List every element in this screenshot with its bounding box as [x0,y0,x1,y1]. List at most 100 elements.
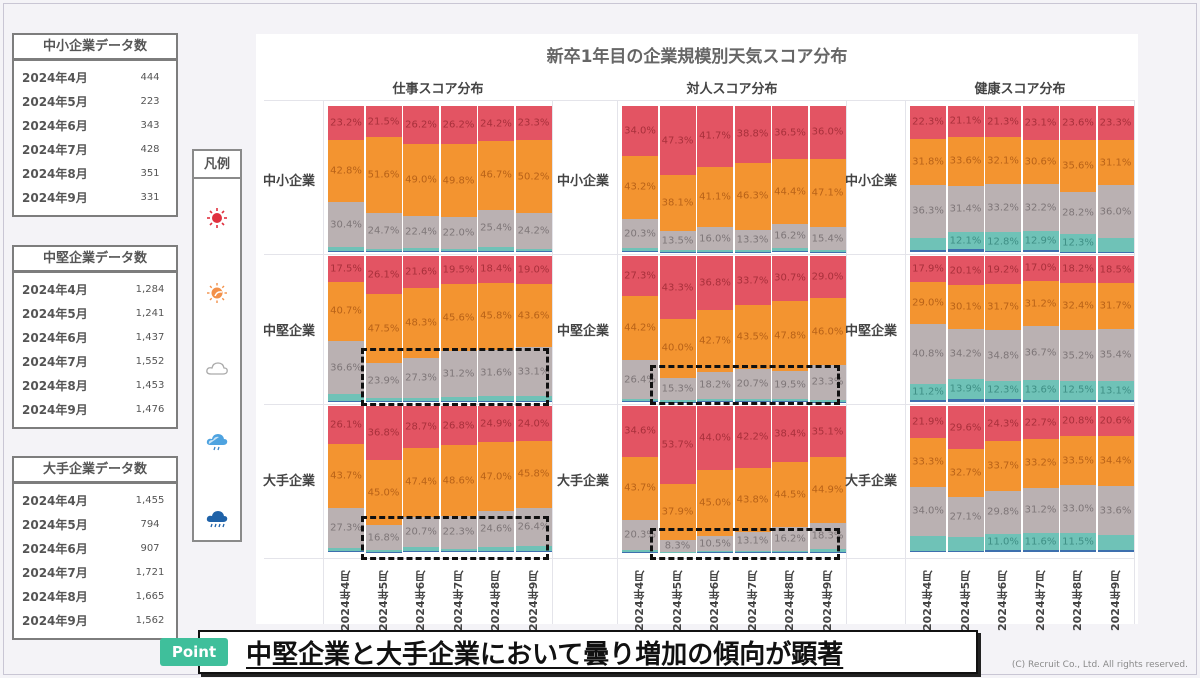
bar-segment[interactable]: 27.3% [403,358,439,398]
bar-segment[interactable] [734,398,771,402]
bar-segment[interactable]: 15.4% [809,227,846,250]
bar-segment[interactable] [659,399,696,402]
bar-segment[interactable]: 24.3% [985,406,1021,442]
bar-segment[interactable]: 30.6% [1022,139,1059,185]
stacked-bar[interactable]: 42.2% 43.8% 13.1% [734,406,771,552]
bar-segment[interactable]: 36.7% [1022,326,1059,380]
bar-segment[interactable] [947,399,984,402]
bar-segment[interactable] [985,550,1021,552]
bar-segment[interactable] [809,549,846,552]
bar-segment[interactable]: 22.7% [1022,406,1059,440]
bar-segment[interactable]: 28.2% [1060,192,1096,234]
bar-segment[interactable] [440,551,477,552]
bar-segment[interactable] [1022,399,1059,402]
bar-segment[interactable] [478,251,514,252]
bar-segment[interactable]: 38.1% [659,175,696,231]
bar-segment[interactable]: 17.0% [1022,256,1059,281]
stacked-bar[interactable]: 28.7% 47.4% 20.7% [403,406,439,552]
bar-segment[interactable]: 32.1% [985,137,1021,184]
stacked-bar[interactable]: 19.5% 45.6% 31.2% [440,256,477,402]
stacked-bar[interactable]: 38.8% 46.3% 13.3% [734,106,771,252]
stacked-bar[interactable]: 18.5% 31.7% 35.4% 13.1% [1097,256,1134,402]
stacked-bar[interactable]: 29.6% 32.7% 27.1% [947,406,984,552]
bar-segment[interactable] [440,548,477,552]
bar-segment[interactable]: 23.3% [515,106,552,141]
stacked-bar[interactable]: 21.5% 51.6% 24.7% [365,106,402,252]
stacked-bar[interactable]: 36.0% 47.1% 15.4% [809,106,846,252]
bar-segment[interactable]: 31.7% [985,284,1021,331]
bar-segment[interactable]: 17.5% [328,256,364,282]
bar-segment[interactable]: 47.1% [809,158,846,228]
bar-segment[interactable]: 44.4% [772,159,808,225]
bar-segment[interactable] [515,251,552,252]
bar-segment[interactable]: 34.8% [985,330,1021,382]
stacked-bar[interactable]: 33.7% 43.5% 20.7% [734,256,771,402]
bar-segment[interactable]: 36.8% [365,406,402,460]
bar-segment[interactable] [1097,237,1134,252]
bar-segment[interactable]: 31.2% [1022,487,1059,534]
bar-segment[interactable]: 24.2% [478,106,514,142]
bar-segment[interactable]: 30.4% [328,202,364,247]
stacked-bar[interactable]: 43.3% 40.0% 15.3% [659,256,696,402]
bar-segment[interactable]: 11.6% [1022,533,1059,551]
bar-segment[interactable] [515,546,552,552]
stacked-bar[interactable]: 26.1% 43.7% 27.3% [328,406,364,552]
bar-segment[interactable]: 23.1% [1022,106,1059,140]
bar-segment[interactable]: 40.8% [910,324,946,385]
bar-segment[interactable] [365,251,402,252]
bar-segment[interactable]: 34.4% [1097,436,1134,487]
bar-segment[interactable]: 20.8% [1060,406,1096,437]
bar-segment[interactable]: 34.0% [622,106,658,156]
bar-segment[interactable]: 36.0% [1097,185,1134,238]
stacked-bar[interactable]: 17.5% 40.7% 36.6% [328,256,364,402]
bar-segment[interactable]: 45.0% [697,470,733,536]
stacked-bar[interactable]: 36.8% 42.7% 18.2% [697,256,733,402]
bar-segment[interactable] [403,248,439,252]
stacked-bar[interactable]: 44.0% 45.0% 10.5% [697,406,733,552]
bar-segment[interactable]: 29.0% [910,282,946,325]
bar-segment[interactable]: 41.1% [697,166,733,227]
bar-segment[interactable] [328,251,364,252]
bar-segment[interactable]: 24.9% [478,406,514,443]
bar-segment[interactable] [947,249,984,252]
bar-segment[interactable]: 16.2% [772,224,808,248]
bar-segment[interactable] [734,550,771,552]
bar-segment[interactable]: 35.1% [809,406,846,458]
bar-segment[interactable]: 43.8% [734,467,771,532]
bar-segment[interactable]: 24.2% [515,213,552,249]
bar-segment[interactable]: 44.2% [622,295,658,361]
bar-segment[interactable]: 27.1% [947,496,984,537]
stacked-bar[interactable]: 24.3% 33.7% 29.8% 11.0% [985,406,1021,552]
bar-segment[interactable]: 19.2% [985,256,1021,285]
bar-segment[interactable]: 43.3% [659,256,696,320]
stacked-bar[interactable]: 26.2% 49.0% 22.4% [403,106,439,252]
stacked-bar[interactable]: 17.0% 31.2% 36.7% 13.6% [1022,256,1059,402]
bar-segment[interactable]: 17.9% [910,256,946,283]
stacked-bar[interactable]: 23.6% 35.6% 28.2% 12.3% [1060,106,1096,252]
bar-segment[interactable] [622,248,658,252]
bar-segment[interactable]: 10.5% [697,535,733,552]
bar-segment[interactable]: 18.2% [697,372,733,399]
bar-segment[interactable]: 33.7% [985,441,1021,491]
bar-segment[interactable]: 12.3% [1060,233,1096,252]
bar-segment[interactable] [622,398,658,402]
bar-segment[interactable] [1060,399,1096,402]
bar-segment[interactable] [772,401,808,402]
bar-segment[interactable] [515,248,552,252]
bar-segment[interactable] [697,551,733,552]
bar-segment[interactable]: 48.6% [440,445,477,517]
bar-segment[interactable]: 13.5% [659,230,696,251]
bar-segment[interactable] [403,251,439,252]
bar-segment[interactable]: 47.3% [659,106,696,176]
bar-segment[interactable]: 46.0% [809,298,846,366]
bar-segment[interactable] [365,398,402,402]
bar-segment[interactable]: 26.8% [440,406,477,446]
bar-segment[interactable] [910,237,946,251]
bar-segment[interactable]: 41.7% [697,106,733,167]
bar-segment[interactable]: 31.2% [1022,280,1059,327]
bar-segment[interactable]: 44.5% [772,462,808,528]
bar-segment[interactable]: 21.3% [985,106,1021,138]
bar-segment[interactable]: 21.1% [947,106,984,137]
bar-segment[interactable]: 45.0% [365,459,402,526]
bar-segment[interactable] [328,246,364,252]
